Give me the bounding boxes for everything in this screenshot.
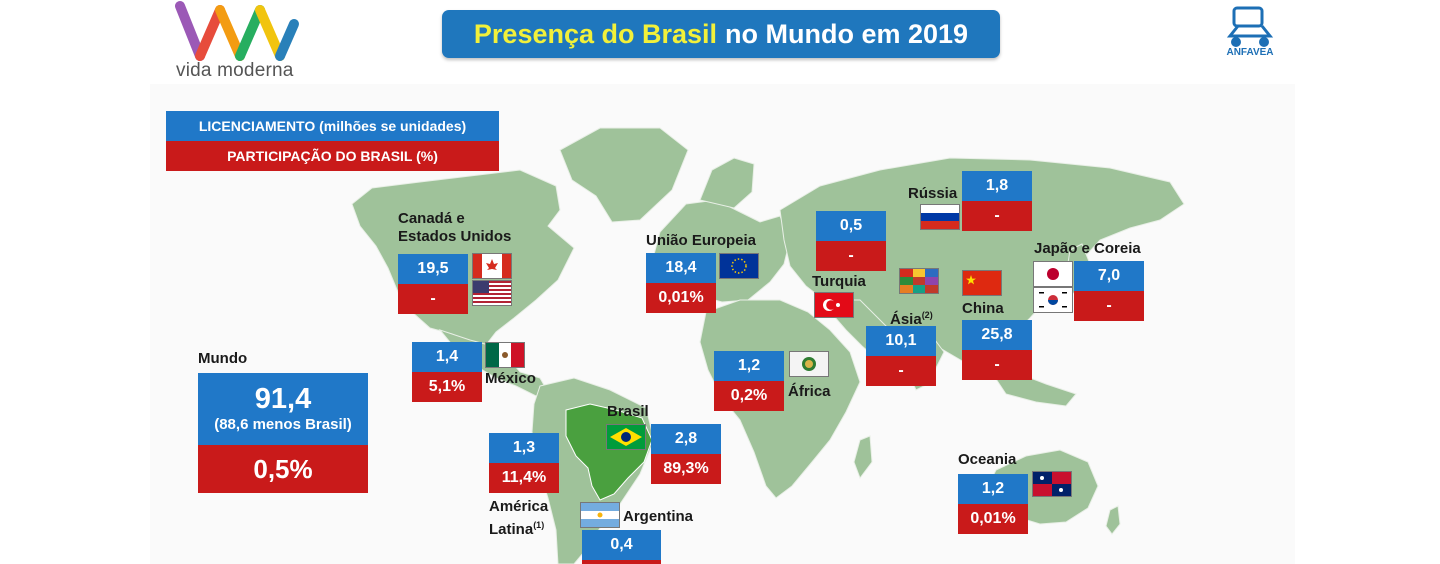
licensing-value: 0,5 — [816, 211, 886, 241]
licensing-value: 25,8 — [962, 320, 1032, 350]
box-africa: 1,2 0,2% — [714, 351, 784, 411]
licensing-value: 1,8 — [962, 171, 1032, 201]
label-oceania: Oceania — [958, 451, 1017, 468]
share-value: 5,1% — [412, 372, 482, 402]
title-rest: no Mundo em 2019 — [725, 18, 969, 49]
share-value: - — [962, 201, 1032, 231]
share-value: 11,4% — [489, 463, 559, 493]
box-oceania: 1,2 0,01% — [958, 474, 1028, 534]
box-russia: 1,8 - — [962, 171, 1032, 231]
asia-flags-icon — [899, 268, 939, 294]
mexico-flag-icon — [485, 342, 525, 368]
turkey-flag-icon — [814, 292, 854, 318]
korea-flag-icon — [1033, 287, 1073, 313]
box-china: 25,8 - — [962, 320, 1032, 380]
label-world: Mundo — [198, 350, 248, 367]
eu-flag-icon — [719, 253, 759, 279]
label-brazil: Brasil — [607, 403, 649, 420]
canada-flag-icon — [472, 253, 512, 279]
anfavea-text: ANFAVEA — [1226, 47, 1274, 58]
box-eu: 18,4 0,01% — [646, 253, 716, 313]
box-brazil: 2,8 89,3% — [651, 424, 721, 484]
licensing-note: (88,6 menos Brasil) — [214, 416, 352, 433]
box-turkey: 0,5 - — [816, 211, 886, 271]
licensing-value: 1,3 — [489, 433, 559, 463]
box-latin-america: 1,3 11,4% — [489, 433, 559, 493]
licensing-value: 1,4 — [412, 342, 482, 372]
licensing-value: 7,0 — [1074, 261, 1144, 291]
licensing-value: 1,2 — [714, 351, 784, 381]
africa-union-flag-icon — [789, 351, 829, 377]
share-value: - — [866, 356, 936, 386]
label-asia: Ásia(2) — [890, 310, 933, 328]
argentina-flag-icon — [580, 502, 620, 528]
box-canada-usa: 19,5 - — [398, 254, 468, 314]
box-asia: 10,1 - — [866, 326, 936, 386]
title-highlight: Presença do Brasil — [473, 18, 718, 49]
label-argentina: Argentina — [623, 508, 694, 525]
licensing-value: 0,4 — [582, 530, 661, 560]
licensing-value: 2,8 — [651, 424, 721, 454]
share-value: - — [1074, 291, 1144, 321]
logo-text: vida moderna — [176, 60, 294, 81]
japan-flag-icon — [1033, 261, 1073, 287]
label-japan-korea: Japão e Coreia — [1034, 240, 1141, 257]
box-mexico: 1,4 5,1% — [412, 342, 482, 402]
legend-licensing: LICENCIAMENTO (milhões se unidades) — [166, 111, 499, 141]
share-value — [582, 560, 661, 564]
label-turkey: Turquia — [812, 273, 866, 290]
box-japan-korea: 7,0 - — [1074, 261, 1144, 321]
china-flag-icon — [962, 270, 1002, 296]
share-value: 0,01% — [646, 283, 716, 313]
world-licensing: 91,4 (88,6 menos Brasil) — [198, 373, 368, 445]
brazil-flag-icon — [606, 424, 646, 450]
oceania-flags-icon — [1032, 471, 1072, 497]
share-value: - — [962, 350, 1032, 380]
share-value: 0,5% — [198, 445, 368, 493]
share-value: - — [816, 241, 886, 271]
licensing-value: 10,1 — [866, 326, 936, 356]
share-value: 0,01% — [958, 504, 1028, 534]
share-value: - — [398, 284, 468, 314]
licensing-value: 1,2 — [958, 474, 1028, 504]
licensing-value: 91,4 — [254, 383, 312, 415]
label-eu: União Europeia — [646, 232, 757, 249]
vida-moderna-logo — [175, 1, 299, 61]
licensing-value: 18,4 — [646, 253, 716, 283]
label-mexico: México — [485, 370, 536, 387]
anfavea-logo-icon — [1226, 6, 1274, 47]
share-value: 0,2% — [714, 381, 784, 411]
russia-flag-icon — [920, 204, 960, 230]
licensing-value: 19,5 — [398, 254, 468, 284]
label-africa: África — [788, 383, 831, 400]
label-canada-usa: Canadá e Estados Unidos — [398, 210, 512, 245]
share-value: 89,3% — [651, 454, 721, 484]
legend-share: PARTICIPAÇÃO DO BRASIL (%) — [166, 141, 499, 171]
usa-flag-icon — [472, 280, 512, 306]
box-world: 91,4 (88,6 menos Brasil) 0,5% — [198, 373, 368, 493]
label-latin-america: América Latina(1) — [489, 498, 549, 538]
label-russia: Rússia — [908, 185, 958, 202]
page-title: Presença do Brasil no Mundo em 2019 — [442, 10, 1000, 58]
label-china: China — [962, 300, 1004, 317]
box-argentina: 0,4 — [582, 530, 661, 564]
